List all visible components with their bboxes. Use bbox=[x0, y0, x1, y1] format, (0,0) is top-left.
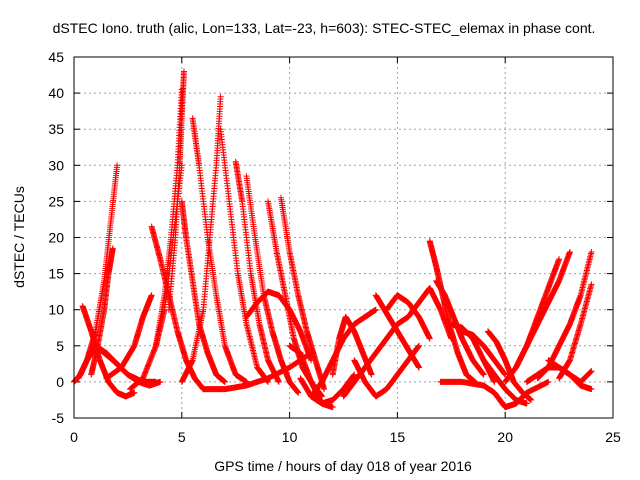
data-point bbox=[152, 378, 159, 385]
data-series bbox=[127, 162, 185, 393]
data-point bbox=[114, 162, 121, 169]
y-tick-label: 0 bbox=[56, 374, 64, 390]
x-tick-label: 0 bbox=[70, 429, 78, 445]
data-series bbox=[329, 313, 375, 378]
chart-title: dSTEC Iono. truth (alic, Lon=133, Lat=-2… bbox=[53, 20, 596, 36]
data-point bbox=[131, 389, 138, 396]
x-tick-label: 20 bbox=[497, 429, 513, 445]
y-tick-label: 10 bbox=[48, 302, 64, 318]
data-marks bbox=[71, 68, 595, 411]
y-tick-label: 30 bbox=[48, 157, 64, 173]
x-tick-label: 5 bbox=[178, 429, 186, 445]
data-point bbox=[180, 68, 187, 75]
tick-labels: 0 5 10 15 20 25 -5 0 5 10 15 20 25 30 35 40 45 bbox=[48, 49, 621, 445]
y-tick-label: 15 bbox=[48, 266, 64, 282]
y-tick-label: 25 bbox=[48, 193, 64, 209]
data-series bbox=[88, 245, 116, 378]
y-tick-label: 40 bbox=[48, 85, 64, 101]
y-tick-label: -5 bbox=[52, 410, 65, 426]
x-tick-label: 25 bbox=[605, 429, 621, 445]
x-tick-label: 10 bbox=[282, 429, 298, 445]
y-tick-label: 5 bbox=[56, 338, 64, 354]
data-point bbox=[148, 292, 155, 299]
y-tick-label: 20 bbox=[48, 230, 64, 246]
y-tick-label: 45 bbox=[48, 49, 64, 65]
data-series bbox=[232, 158, 282, 385]
data-series bbox=[165, 68, 187, 313]
data-point bbox=[109, 245, 116, 252]
x-tick-label: 15 bbox=[390, 429, 406, 445]
y-tick-label: 35 bbox=[48, 121, 64, 137]
data-series bbox=[103, 292, 155, 382]
data-point bbox=[221, 378, 228, 385]
data-series bbox=[148, 223, 207, 393]
